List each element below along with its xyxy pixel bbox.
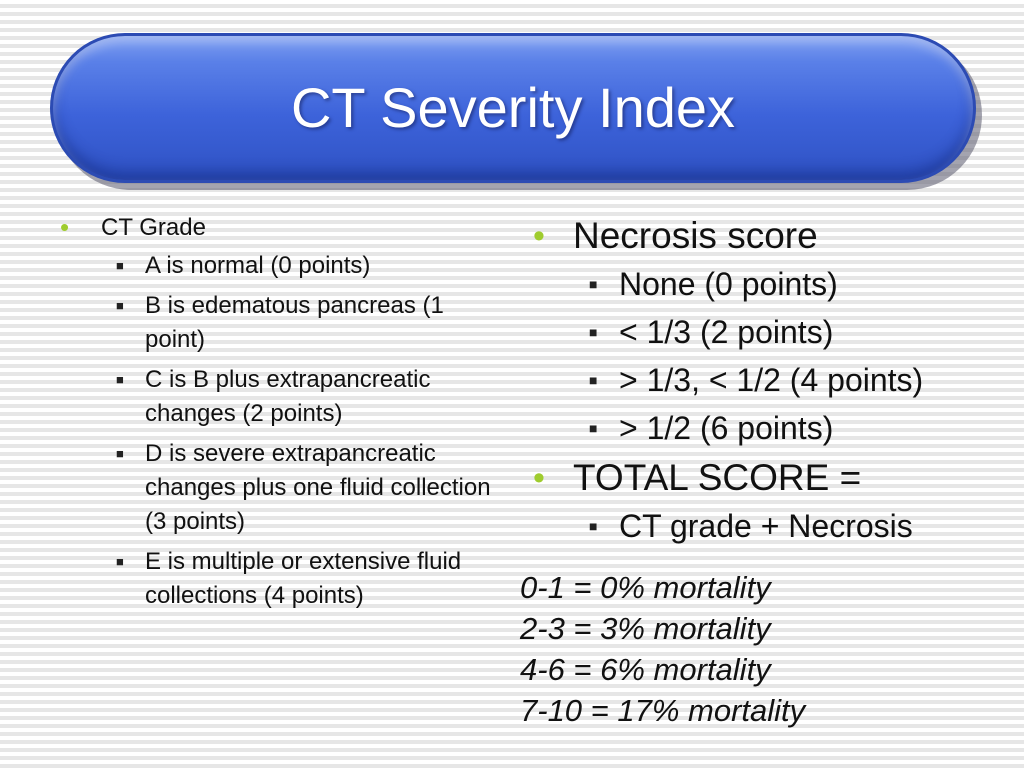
ct-grade-item-text: B is edematous pancreas (1 point) xyxy=(145,292,444,353)
mortality-line: 4-6 = 6% mortality xyxy=(520,652,771,687)
ct-grade-item: ■ E is multiple or extensive fluid collec… xyxy=(101,545,510,613)
square-bullet-icon: ■ xyxy=(589,276,598,292)
square-bullet-icon: ■ xyxy=(116,258,124,273)
total-score-item-text: CT grade + Necrosis xyxy=(619,508,913,544)
total-score-heading-item: • TOTAL SCORE = xyxy=(533,454,1013,502)
ct-grade-item: ■ D is severe extrapancreatic changes plu… xyxy=(101,437,510,539)
bullet-dot-icon: • xyxy=(533,459,545,497)
ct-grade-item: ■ A is normal (0 points) xyxy=(101,249,510,283)
ct-grade-heading-item: • CT Grade xyxy=(60,212,510,243)
necrosis-list: ■ None (0 points) ■ < 1/3 (2 points) ■ > 1/… xyxy=(533,260,1013,452)
necrosis-item: ■ > 1/2 (6 points) xyxy=(533,404,1013,452)
ct-grade-heading: CT Grade xyxy=(101,214,206,241)
slide-title: CT Severity Index xyxy=(290,76,736,139)
square-bullet-icon: ■ xyxy=(116,554,124,569)
ct-grade-item-text: D is severe extrapancreatic changes plus… xyxy=(145,440,491,535)
necrosis-item: ■ None (0 points) xyxy=(533,260,1013,308)
ct-grade-item: ■ C is B plus extrapancreatic changes (2 … xyxy=(101,363,510,431)
total-score-heading: TOTAL SCORE = xyxy=(573,457,862,498)
bullet-dot-icon: • xyxy=(533,217,545,255)
mortality-line: 0-1 = 0% mortality xyxy=(520,570,771,605)
total-score-item: ■ CT grade + Necrosis xyxy=(533,502,1013,550)
necrosis-item: ■ > 1/3, < 1/2 (4 points) xyxy=(533,356,1013,404)
ct-grade-item-text: A is normal (0 points) xyxy=(145,252,371,279)
necrosis-column: • Necrosis score ■ None (0 points) ■ < 1/3… xyxy=(533,212,1013,550)
square-bullet-icon: ■ xyxy=(589,372,598,388)
necrosis-item-text: None (0 points) xyxy=(619,266,838,302)
square-bullet-icon: ■ xyxy=(589,324,598,340)
square-bullet-icon: ■ xyxy=(589,518,598,534)
ct-grade-item-text: E is multiple or extensive fluid collect… xyxy=(145,548,462,609)
square-bullet-icon: ■ xyxy=(116,372,124,387)
necrosis-item: ■ < 1/3 (2 points) xyxy=(533,308,1013,356)
necrosis-heading: Necrosis score xyxy=(573,215,818,256)
necrosis-item-text: > 1/2 (6 points) xyxy=(619,410,834,446)
mortality-line: 2-3 = 3% mortality xyxy=(520,611,771,646)
total-score-list: ■ CT grade + Necrosis xyxy=(533,502,1013,550)
necrosis-heading-item: • Necrosis score xyxy=(533,212,1013,260)
square-bullet-icon: ■ xyxy=(116,298,124,313)
ct-grade-column: • CT Grade ■ A is normal (0 points) ■ B is… xyxy=(60,212,510,619)
title-banner: CT Severity Index xyxy=(50,33,976,183)
square-bullet-icon: ■ xyxy=(589,420,598,436)
mortality-table: 0-1 = 0% mortality 2-3 = 3% mortality 4-… xyxy=(520,567,1000,731)
necrosis-item-text: > 1/3, < 1/2 (4 points) xyxy=(619,362,924,398)
ct-grade-item: ■ B is edematous pancreas (1 point) xyxy=(101,289,510,357)
mortality-line: 7-10 = 17% mortality xyxy=(520,693,806,728)
necrosis-item-text: < 1/3 (2 points) xyxy=(619,314,834,350)
bullet-dot-icon: • xyxy=(60,212,70,242)
ct-grade-item-text: C is B plus extrapancreatic changes (2 p… xyxy=(145,366,431,427)
square-bullet-icon: ■ xyxy=(116,446,124,461)
ct-grade-list: ■ A is normal (0 points) ■ B is edematous … xyxy=(60,249,510,613)
